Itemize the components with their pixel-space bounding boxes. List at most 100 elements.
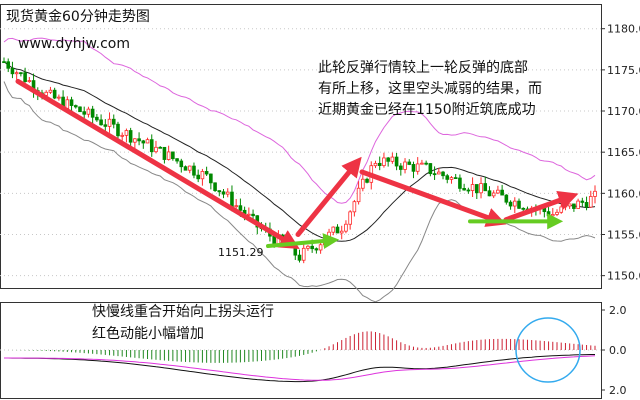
- candle-body: [297, 254, 302, 261]
- low-price-label: 1151.29: [218, 246, 264, 259]
- candle-body: [491, 192, 496, 197]
- candle-body: [116, 123, 120, 137]
- candle-body: [27, 80, 32, 82]
- red-trend-arrow: [359, 169, 507, 227]
- candle-body: [462, 187, 466, 191]
- candle-body: [166, 151, 171, 160]
- highlight-circle: [515, 317, 581, 383]
- candle-body: [331, 226, 336, 233]
- candle-body: [69, 99, 74, 106]
- candle-body: [386, 157, 390, 162]
- candle-body: [107, 118, 112, 127]
- candle-body: [6, 61, 11, 69]
- candle-body: [365, 178, 369, 183]
- candle-body: [128, 130, 133, 143]
- candle-body: [449, 177, 454, 180]
- candle-body: [335, 226, 340, 234]
- price-tick-label: 1150.0: [607, 270, 640, 283]
- candle-body: [394, 156, 399, 167]
- candle-body: [120, 134, 125, 137]
- candle-body: [555, 211, 559, 215]
- candle-body: [192, 165, 196, 176]
- price-tick-label: 1170.0: [607, 105, 640, 118]
- candle-body: [361, 178, 365, 189]
- candle-body: [137, 138, 141, 142]
- candle-body: [424, 162, 428, 165]
- candle-body: [428, 163, 433, 175]
- macd-axis: 2.0 0.0 2.0: [601, 304, 627, 397]
- candle-body: [483, 183, 488, 192]
- candle-body: [10, 67, 15, 75]
- candle-body: [415, 163, 420, 172]
- candle-body: [175, 158, 179, 162]
- candle-body: [73, 105, 78, 108]
- middle-band: [3, 61, 596, 242]
- candle-body: [500, 189, 504, 196]
- candle-body: [441, 171, 445, 177]
- candle-body: [437, 171, 441, 175]
- candle-body: [399, 165, 403, 170]
- macd-fast-line: [4, 354, 595, 383]
- candle-body: [65, 99, 70, 109]
- candle-body: [496, 189, 500, 194]
- candle-body: [14, 72, 19, 75]
- red-trend-arrow: [15, 78, 300, 249]
- candle-body: [23, 72, 27, 82]
- annotation-line-3: 近期黄金已经在1150附近筑底成功: [318, 102, 536, 118]
- candle-body: [247, 213, 251, 216]
- candle-body: [82, 111, 87, 115]
- red-trend-arrow: [503, 190, 579, 223]
- candle-body: [78, 106, 82, 113]
- price-annotation: 此轮反弹行情较上一轮反弹的底部 有所上移，这里空头减弱的结果，而 近期黄金已经在…: [318, 58, 588, 121]
- candle-body: [90, 108, 95, 118]
- candle-body: [382, 157, 386, 166]
- candle-body: [111, 118, 116, 125]
- candle-body: [149, 139, 154, 153]
- candle-body: [99, 119, 103, 126]
- candle-body: [487, 190, 492, 197]
- green-support-arrow: [266, 233, 340, 250]
- chart-title: 现货黄金60分钟走势图: [6, 9, 150, 25]
- candle-body: [403, 161, 407, 170]
- price-tick-label: 1175.0: [607, 64, 640, 77]
- candle-body: [563, 205, 568, 208]
- candle-body: [209, 173, 213, 184]
- candle-body: [458, 177, 462, 189]
- candle-body: [479, 183, 483, 194]
- candle-body: [124, 130, 129, 136]
- candle-body: [238, 205, 243, 211]
- price-tick-label: 1160.0: [607, 187, 640, 200]
- annotation-line-2: 有所上移，这里空头减弱的结果，而: [318, 81, 542, 97]
- candle-body: [373, 162, 378, 167]
- candle-body: [52, 89, 57, 99]
- candle-body: [466, 189, 471, 192]
- macd-annotation: 快慢线重合开始向上拐头运行 红色动能小幅增加: [92, 301, 274, 345]
- candle-body: [521, 207, 526, 210]
- price-panel-border: [0, 4, 602, 289]
- candle-body: [251, 213, 255, 217]
- candle-body: [517, 200, 521, 209]
- price-tick-label: 1155.0: [607, 228, 640, 241]
- candle-body: [377, 162, 382, 166]
- macd-tick-label: 0.0: [609, 344, 627, 357]
- candle-body: [576, 200, 580, 209]
- macd-indicator: [4, 317, 596, 383]
- candle-body: [217, 190, 222, 193]
- candle-body: [567, 203, 572, 207]
- candle-body: [474, 184, 479, 194]
- candle-body: [504, 194, 509, 203]
- candle-body: [158, 146, 162, 149]
- candle-body: [318, 244, 323, 251]
- upper-band: [3, 37, 596, 204]
- candle-body: [162, 146, 167, 160]
- candle-body: [103, 124, 108, 127]
- candle-body: [339, 230, 344, 234]
- candle-body: [204, 171, 209, 175]
- candle-body: [559, 206, 564, 213]
- candle-body: [301, 247, 306, 261]
- candle-body: [133, 138, 137, 143]
- candle-body: [584, 202, 589, 208]
- source-url: www.dyhjw.com: [18, 36, 130, 52]
- candle-body: [432, 173, 437, 176]
